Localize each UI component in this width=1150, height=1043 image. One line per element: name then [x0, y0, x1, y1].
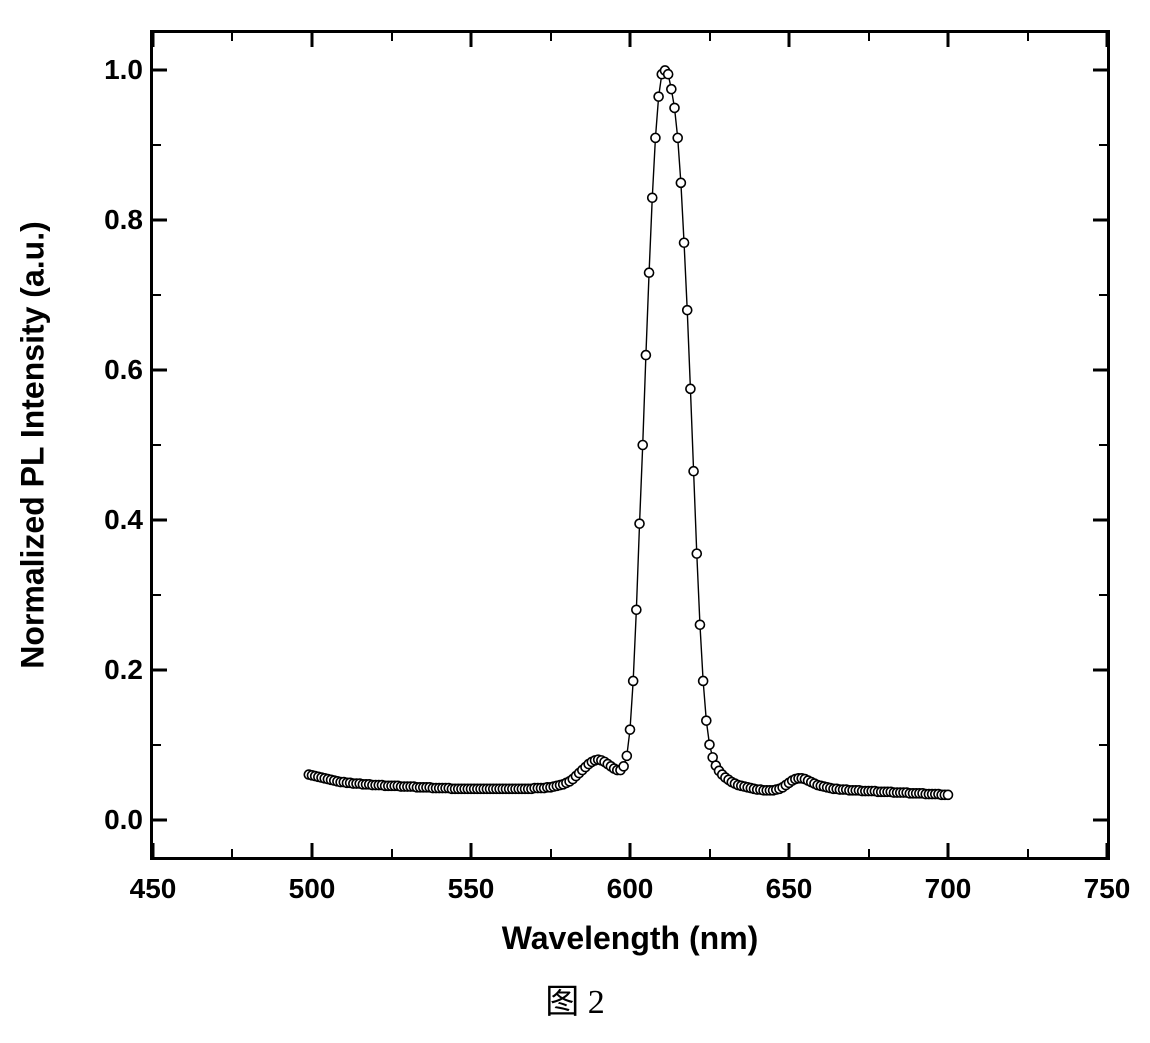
- y-tick-major: [153, 69, 167, 72]
- x-tick-minor: [550, 33, 552, 41]
- y-tick-minor: [1099, 744, 1107, 746]
- x-tick-major: [152, 843, 155, 857]
- x-tick-minor: [550, 849, 552, 857]
- y-tick-major: [1093, 369, 1107, 372]
- canvas: 4505005506006507007500.00.20.40.60.81.0 …: [0, 0, 1150, 1043]
- x-tick-major: [787, 843, 790, 857]
- x-tick-major: [1106, 843, 1109, 857]
- y-tick-major: [153, 818, 167, 821]
- y-tick-label: 0.4: [83, 504, 143, 536]
- x-tick-major: [629, 33, 632, 47]
- y-tick-minor: [153, 294, 161, 296]
- y-tick-minor: [153, 594, 161, 596]
- x-tick-minor: [231, 33, 233, 41]
- x-tick-major: [629, 843, 632, 857]
- y-tick-label: 0.8: [83, 204, 143, 236]
- x-tick-label: 650: [766, 873, 813, 905]
- x-tick-label: 600: [607, 873, 654, 905]
- x-tick-label: 550: [448, 873, 495, 905]
- x-tick-major: [152, 33, 155, 47]
- x-tick-label: 750: [1084, 873, 1131, 905]
- y-tick-major: [153, 369, 167, 372]
- y-tick-minor: [1099, 144, 1107, 146]
- y-tick-major: [1093, 818, 1107, 821]
- y-tick-major: [153, 518, 167, 521]
- x-tick-major: [947, 33, 950, 47]
- x-tick-minor: [868, 849, 870, 857]
- y-tick-label: 0.2: [83, 654, 143, 686]
- y-tick-label: 1.0: [83, 54, 143, 86]
- x-tick-major: [469, 843, 472, 857]
- figure-caption: 图 2: [545, 974, 605, 1023]
- y-tick-major: [153, 668, 167, 671]
- x-tick-minor: [709, 33, 711, 41]
- x-tick-major: [310, 33, 313, 47]
- x-tick-minor: [231, 849, 233, 857]
- y-tick-major: [1093, 668, 1107, 671]
- x-tick-minor: [1027, 33, 1029, 41]
- plot-frame: 4505005506006507007500.00.20.40.60.81.0 …: [150, 30, 1110, 860]
- y-tick-minor: [1099, 444, 1107, 446]
- y-axis-title: Normalized PL Intensity (a.u.): [15, 221, 52, 668]
- x-tick-minor: [391, 33, 393, 41]
- y-tick-minor: [153, 144, 161, 146]
- y-tick-minor: [153, 744, 161, 746]
- x-tick-minor: [868, 33, 870, 41]
- x-tick-major: [1106, 33, 1109, 47]
- x-tick-minor: [709, 849, 711, 857]
- x-tick-major: [469, 33, 472, 47]
- y-tick-major: [1093, 69, 1107, 72]
- y-tick-major: [153, 219, 167, 222]
- y-tick-minor: [153, 444, 161, 446]
- y-tick-major: [1093, 518, 1107, 521]
- y-tick-minor: [1099, 594, 1107, 596]
- x-tick-major: [310, 843, 313, 857]
- y-tick-label: 0.0: [83, 804, 143, 836]
- x-tick-major: [947, 843, 950, 857]
- y-tick-label: 0.6: [83, 354, 143, 386]
- x-tick-label: 700: [925, 873, 972, 905]
- y-tick-minor: [1099, 294, 1107, 296]
- x-axis-title: Wavelength (nm): [502, 920, 759, 957]
- x-tick-major: [787, 33, 790, 47]
- x-tick-minor: [1027, 849, 1029, 857]
- pl-spectrum-series: [153, 33, 1107, 857]
- y-tick-major: [1093, 219, 1107, 222]
- x-tick-label: 500: [289, 873, 336, 905]
- x-tick-minor: [391, 849, 393, 857]
- x-tick-label: 450: [130, 873, 177, 905]
